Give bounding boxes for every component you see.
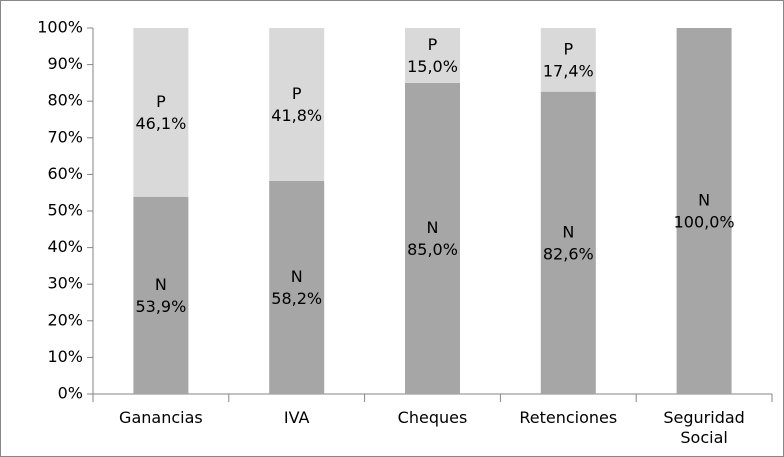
y-tick-label: 90% [47, 54, 83, 73]
bar-segment [405, 82, 460, 395]
y-tick-label: 80% [47, 91, 83, 110]
y-tick-label: 40% [47, 237, 83, 256]
x-tick-label-box: Cheques [397, 408, 468, 427]
series-label: N [698, 191, 710, 210]
y-tick-label: 60% [47, 164, 83, 183]
x-tick-label: Cheques [397, 408, 468, 427]
x-tick-label-box: Ganancias [119, 408, 203, 427]
bar-segment [133, 196, 189, 394]
x-tick-label: Ganancias [119, 408, 203, 427]
data-label: 17,4% [543, 61, 594, 80]
bar-segment [676, 28, 732, 394]
data-label: 82,6% [543, 244, 594, 263]
series-label: P [428, 35, 438, 54]
x-tick-label: IVA [283, 408, 310, 427]
series-label: P [292, 84, 302, 103]
series-label: P [156, 92, 166, 111]
series-label: N [291, 267, 303, 286]
data-label: 85,0% [407, 240, 458, 259]
x-tick-label-box: Retenciones [519, 408, 618, 427]
data-label: 53,9% [135, 297, 186, 316]
y-tick-label: 100% [37, 18, 83, 37]
bar-segment [405, 28, 460, 83]
y-tick-label: 20% [47, 310, 83, 329]
data-label: 46,1% [135, 114, 186, 133]
y-tick-label: 70% [47, 127, 83, 146]
series-label: P [563, 39, 573, 58]
y-tick-label: 10% [47, 347, 83, 366]
x-tick-label-box: Seguridad Social [663, 408, 745, 447]
bar-segment [269, 180, 325, 394]
bar-segment [540, 28, 596, 92]
data-label: 58,2% [271, 289, 322, 308]
x-tick-label-box: IVA [283, 408, 310, 427]
data-label: 15,0% [407, 57, 458, 76]
data-label: 100,0% [674, 213, 735, 232]
series-label: N [427, 218, 439, 237]
series-label: N [155, 275, 167, 294]
series-label: N [562, 222, 574, 241]
x-tick-label: Retenciones [519, 408, 618, 427]
data-label: 41,8% [271, 106, 322, 125]
bar-segment [133, 28, 189, 197]
bar-segment [269, 28, 325, 181]
y-tick-label: 50% [47, 201, 83, 220]
x-tick-label: Seguridad Social [663, 408, 745, 447]
y-tick-label: 30% [47, 274, 83, 293]
bar-segment [540, 91, 596, 395]
y-tick-label: 0% [58, 384, 83, 403]
